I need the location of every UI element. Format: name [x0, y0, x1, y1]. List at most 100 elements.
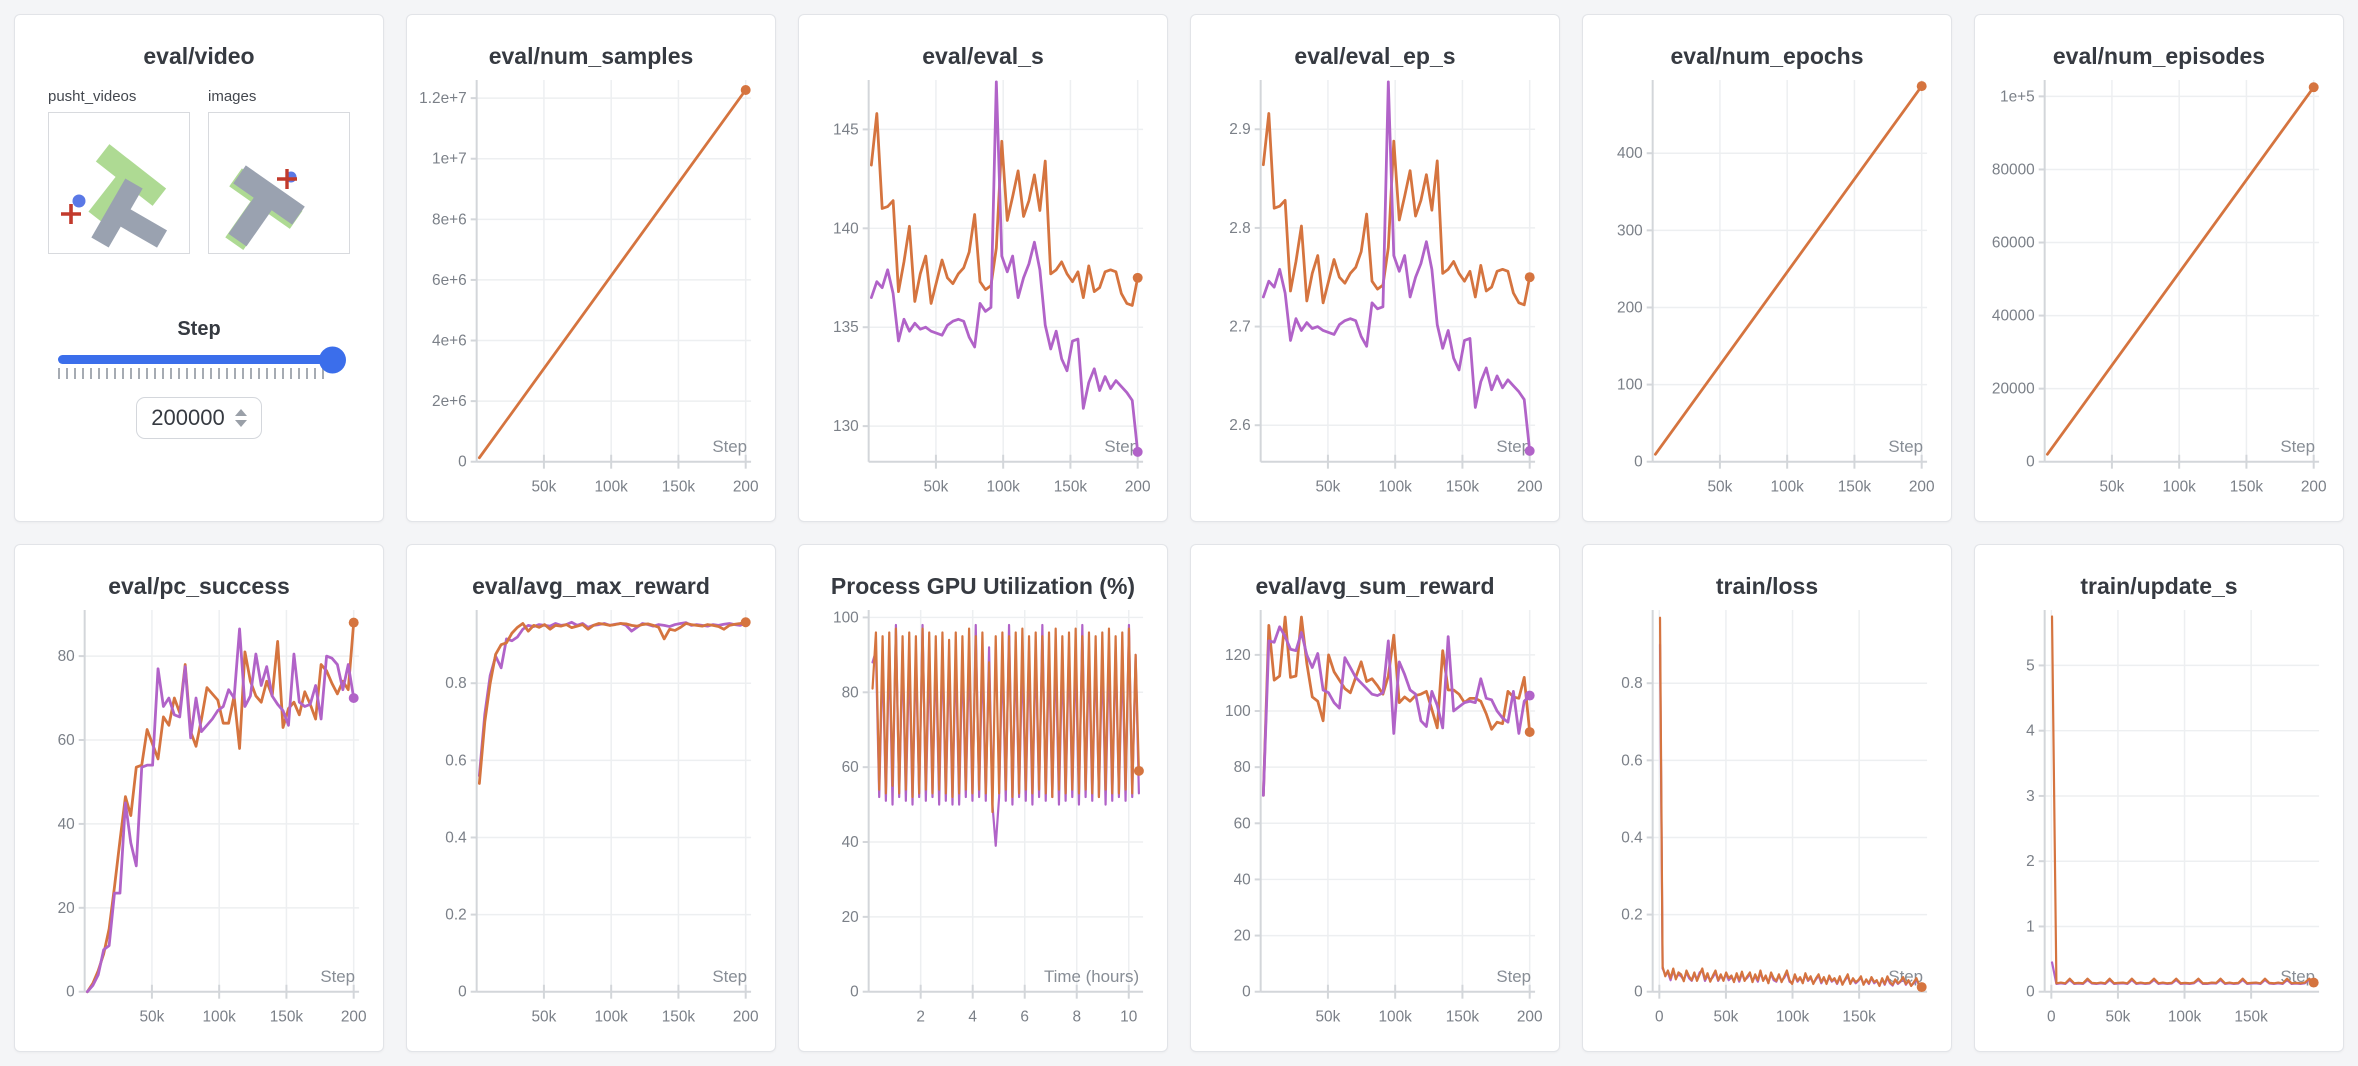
svg-text:150k: 150k: [270, 1009, 304, 1026]
svg-text:150k: 150k: [1446, 1009, 1480, 1026]
chart-plot[interactable]: 0 20 40 60 80 100 2 4 6 8 10 Time (hours): [811, 602, 1155, 1035]
svg-text:100: 100: [1617, 377, 1643, 394]
svg-text:200: 200: [2301, 479, 2327, 496]
svg-text:2.8: 2.8: [1229, 220, 1250, 237]
chart-title: eval/num_epochs: [1670, 43, 1864, 69]
chart-plot[interactable]: 130 135 140 145 50k 100k 150k 200 Step: [811, 72, 1155, 505]
chart-title: train/loss: [1715, 573, 1819, 599]
svg-text:200: 200: [1617, 299, 1643, 316]
svg-text:20: 20: [1234, 928, 1251, 945]
svg-text:60: 60: [58, 732, 75, 749]
media-label-images: images: [208, 88, 257, 105]
svg-text:2.7: 2.7: [1229, 319, 1250, 336]
svg-text:Step: Step: [1888, 437, 1923, 456]
svg-text:50k: 50k: [532, 1009, 557, 1026]
svg-text:135: 135: [833, 319, 859, 336]
step-slider-track[interactable]: [57, 346, 347, 373]
svg-text:0: 0: [458, 454, 467, 471]
chart-plot[interactable]: 0 20 40 60 80 50k 100k 150k 200 Step: [27, 602, 371, 1035]
svg-text:Step: Step: [2280, 437, 2315, 456]
svg-text:130: 130: [833, 418, 859, 435]
svg-text:20: 20: [58, 900, 75, 917]
svg-text:0.8: 0.8: [445, 675, 466, 692]
chart-panel-eval-pc-success: eval/pc_success 0 20 40 60 80 50k 100k 150k 200 S…: [14, 544, 384, 1052]
step-value[interactable]: 200000: [151, 405, 225, 430]
svg-text:50k: 50k: [1708, 479, 1733, 496]
svg-text:0.4: 0.4: [445, 829, 467, 846]
svg-text:2e+6: 2e+6: [432, 393, 467, 410]
step-spinner: [234, 409, 247, 427]
svg-text:0: 0: [66, 984, 75, 1001]
svg-text:80: 80: [1234, 759, 1251, 776]
svg-text:0.2: 0.2: [1621, 907, 1642, 924]
svg-text:200: 200: [1909, 479, 1935, 496]
chart-panel-train-update-s: train/update_s 0 1 2 3 4 5 0 50k 100k 150k Step: [1974, 544, 2344, 1052]
step-slider-handle[interactable]: [319, 346, 347, 373]
svg-text:50k: 50k: [924, 479, 949, 496]
svg-text:100k: 100k: [1770, 479, 1804, 496]
svg-text:50k: 50k: [140, 1009, 165, 1026]
chart-title: eval/avg_max_reward: [472, 573, 710, 599]
svg-text:60: 60: [842, 759, 859, 776]
svg-text:145: 145: [833, 121, 859, 138]
svg-text:40: 40: [58, 816, 75, 833]
pusht-image-icon: [225, 165, 305, 251]
svg-text:1e+7: 1e+7: [432, 151, 467, 168]
chart-panel-process-gpu-utilization-: Process GPU Utilization (%) 0 20 40 60 80 100…: [798, 544, 1168, 1052]
svg-text:100k: 100k: [1378, 1009, 1412, 1026]
svg-text:4e+6: 4e+6: [432, 332, 467, 349]
svg-text:50k: 50k: [1714, 1009, 1739, 1026]
svg-text:0.6: 0.6: [1621, 752, 1642, 769]
svg-text:150k: 150k: [2230, 479, 2264, 496]
svg-text:150k: 150k: [1054, 479, 1088, 496]
chart-title: eval/avg_sum_reward: [1255, 573, 1495, 599]
images-thumbnail[interactable]: [208, 112, 350, 254]
step-number-input[interactable]: 200000: [136, 397, 262, 439]
svg-text:0: 0: [850, 984, 859, 1001]
chart-plot[interactable]: 0 100 200 300 400 50k 100k 150k 200 Step: [1595, 72, 1939, 505]
svg-text:100k: 100k: [594, 1009, 628, 1026]
pusht-scene-icon: [61, 144, 168, 248]
svg-text:Step: Step: [712, 967, 747, 986]
svg-text:0.6: 0.6: [445, 752, 466, 769]
svg-text:0: 0: [1634, 984, 1643, 1001]
svg-text:0: 0: [2026, 454, 2035, 471]
svg-text:4: 4: [2026, 723, 2035, 740]
chart-plot[interactable]: 0 0.2 0.4 0.6 0.8 50k 100k 150k 200 Step: [419, 602, 763, 1035]
step-decrement-arrow[interactable]: [234, 420, 247, 427]
svg-text:80: 80: [842, 684, 859, 701]
svg-text:Step: Step: [1104, 437, 1139, 456]
svg-text:4: 4: [968, 1009, 977, 1026]
svg-text:400: 400: [1617, 145, 1643, 162]
svg-text:150k: 150k: [1446, 479, 1480, 496]
svg-text:2.9: 2.9: [1229, 121, 1250, 138]
svg-text:40000: 40000: [1992, 308, 2035, 325]
chart-plot[interactable]: 0 20 40 60 80 100 120 50k 100k 150k 200 Step: [1203, 602, 1547, 1035]
svg-text:2.6: 2.6: [1229, 417, 1250, 434]
svg-text:50k: 50k: [1316, 1009, 1341, 1026]
svg-text:80: 80: [58, 648, 75, 665]
chart-title: eval/eval_s: [922, 43, 1044, 69]
svg-text:50k: 50k: [532, 479, 557, 496]
svg-text:200: 200: [1517, 1009, 1543, 1026]
chart-panel-eval-num-episodes: eval/num_episodes 0 20000 40000 60000 80000 1…: [1974, 14, 2344, 522]
svg-text:100k: 100k: [594, 479, 628, 496]
pusht-video-thumbnail[interactable]: [48, 112, 190, 254]
chart-panel-train-loss: train/loss 0 0.2 0.4 0.6 0.8 0 50k 100k 150k Step: [1582, 544, 1952, 1052]
step-slider[interactable]: [57, 346, 347, 379]
chart-title: eval/eval_ep_s: [1294, 43, 1456, 69]
svg-text:2: 2: [916, 1009, 925, 1026]
svg-text:0: 0: [2047, 1009, 2056, 1026]
svg-text:3: 3: [2026, 788, 2035, 805]
svg-text:40: 40: [1234, 871, 1251, 888]
chart-panel-eval-eval-ep-s: eval/eval_ep_s 2.6 2.7 2.8 2.9 50k 100k 150k 20…: [1190, 14, 1560, 522]
chart-plot[interactable]: 0 2e+6 4e+6 6e+6 8e+6 1e+7 1.2e+7 50k 100k 150k 20…: [419, 72, 763, 505]
chart-plot[interactable]: 2.6 2.7 2.8 2.9 50k 100k 150k 200 Step: [1203, 72, 1547, 505]
svg-text:200: 200: [1125, 479, 1151, 496]
svg-text:6: 6: [1020, 1009, 1029, 1026]
chart-plot[interactable]: 0 20000 40000 60000 80000 1e+5 50k 100k 150k 200 S…: [1987, 72, 2331, 505]
step-increment-arrow[interactable]: [234, 409, 247, 416]
